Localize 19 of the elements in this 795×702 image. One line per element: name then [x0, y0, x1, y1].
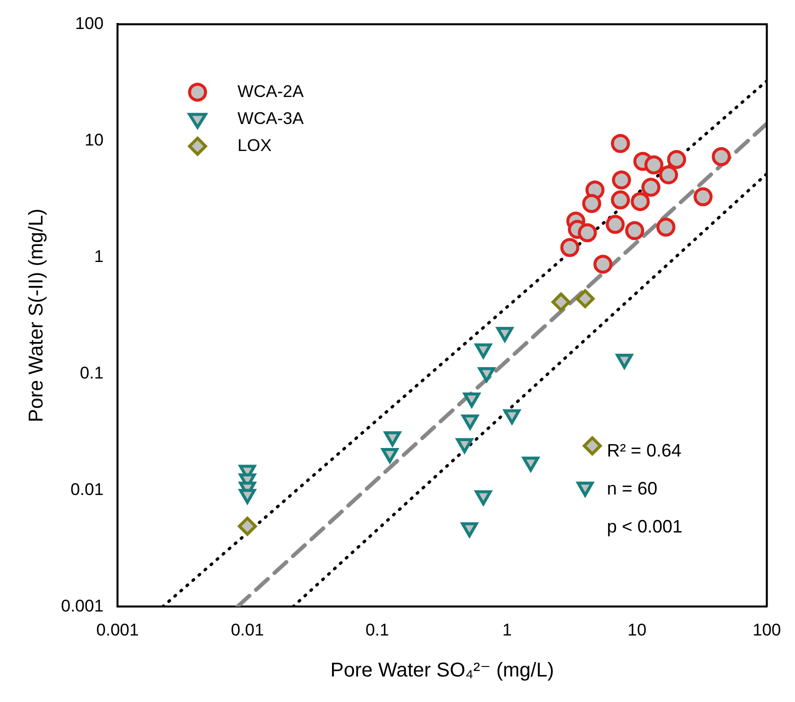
annotation: n = 60 — [606, 478, 658, 499]
y-axis-title: Pore Water S(-II) (mg/L) — [26, 208, 48, 422]
y-tick-label: 10 — [84, 130, 104, 150]
y-tick-label: 0.1 — [80, 363, 104, 382]
annotation: R² = 0.64 — [606, 440, 682, 461]
x-tick-label: 0.01 — [230, 620, 264, 640]
legend-label: WCA-3A — [238, 108, 304, 128]
y-tick-label: 0.001 — [60, 596, 104, 616]
y-tick-label: 0.01 — [70, 480, 104, 499]
x-tick-label: 0.1 — [365, 620, 390, 640]
annotation: p < 0.001 — [606, 516, 682, 537]
x-axis-title: Pore Water SO₄²⁻ (mg/L) — [330, 660, 554, 682]
x-tick-label: 10 — [628, 620, 646, 640]
y-tick-label: 1 — [94, 246, 104, 266]
x-tick-label: 100 — [752, 620, 782, 640]
x-tick-label: 1 — [502, 620, 512, 640]
legend-label: LOX — [238, 136, 272, 155]
y-tick-label: 100 — [75, 14, 104, 33]
legend-label: WCA-2A — [238, 82, 304, 101]
